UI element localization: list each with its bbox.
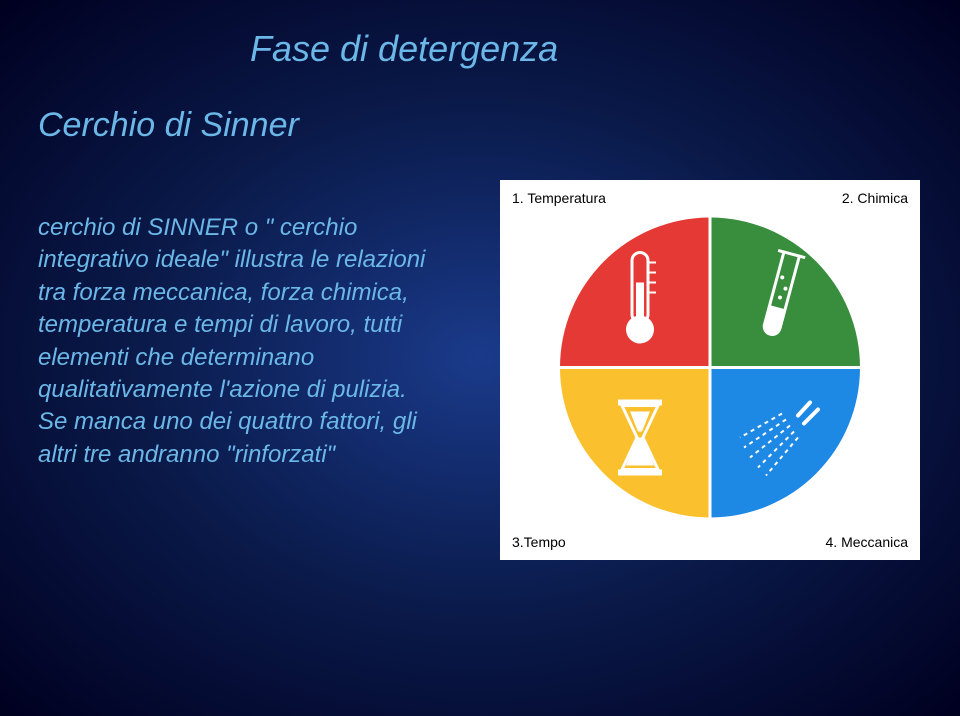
label-chimica: 2. Chimica <box>842 190 908 206</box>
pie-circle <box>560 218 860 523</box>
label-meccanica: 4. Meccanica <box>826 534 908 550</box>
body-paragraph: cerchio di SINNER o " cerchio integrativ… <box>38 212 438 471</box>
slide-subtitle: Cerchio di Sinner <box>38 106 299 145</box>
sinner-circle-diagram: 1. Temperatura 2. Chimica 3.Tempo 4. Mec… <box>500 180 920 560</box>
label-temperatura: 1. Temperatura <box>512 190 606 206</box>
slide-title: Fase di detergenza <box>250 28 558 70</box>
label-tempo: 3.Tempo <box>512 534 566 550</box>
